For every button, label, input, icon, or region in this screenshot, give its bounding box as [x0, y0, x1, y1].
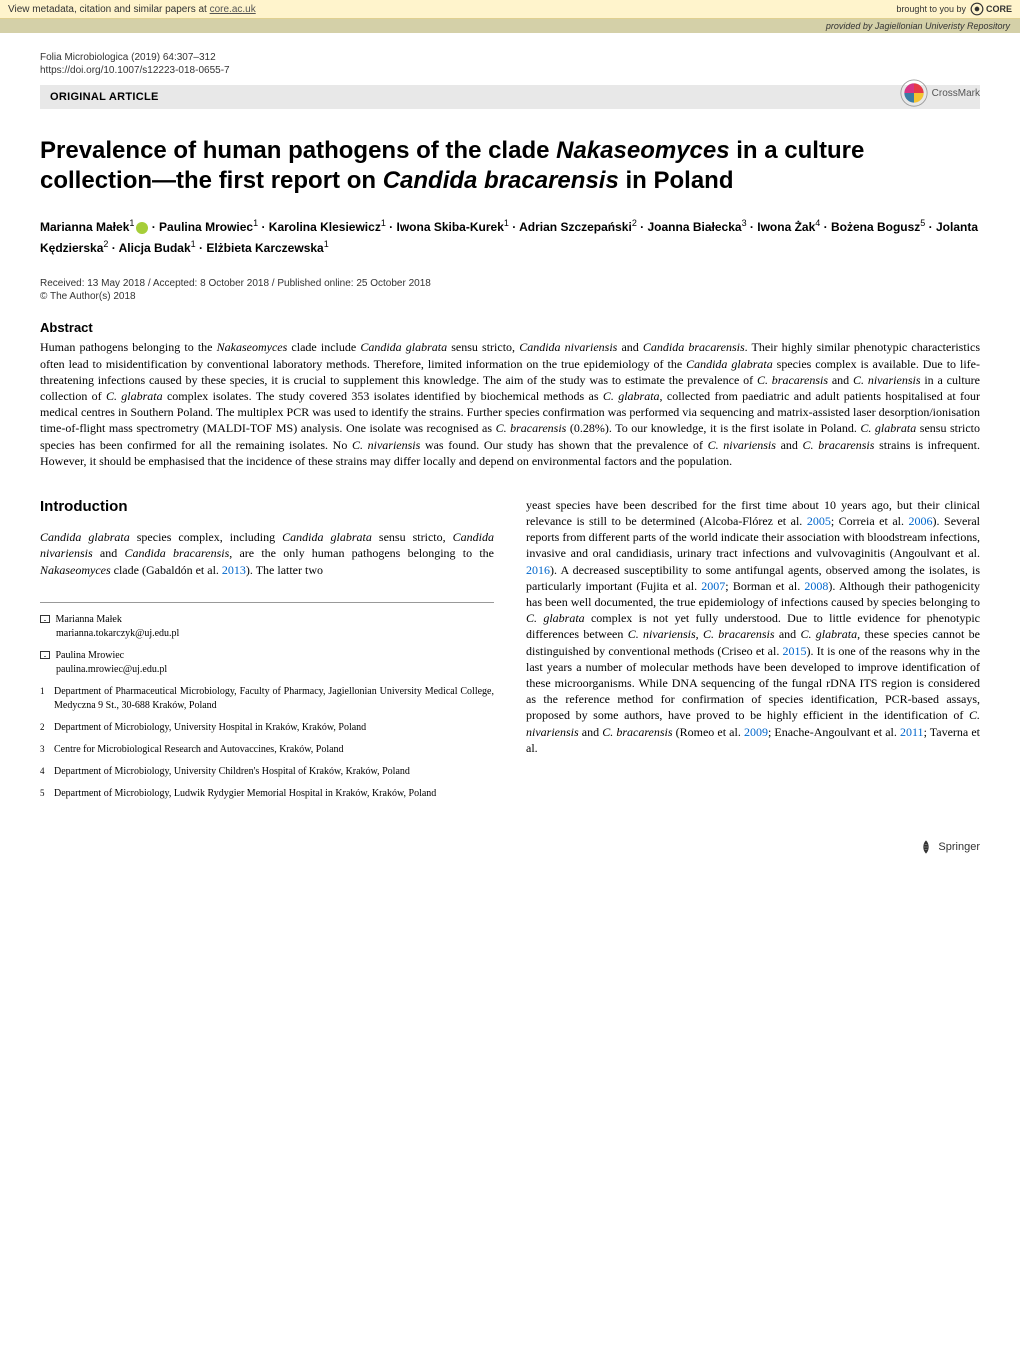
springer-text: Springer: [938, 841, 980, 853]
aff-text-4: Department of Microbiology, University C…: [54, 766, 410, 777]
corr-name-1: Paulina Mrowiec: [56, 650, 125, 661]
article-type: ORIGINAL ARTICLE: [50, 91, 159, 103]
aff-num-5: 5: [40, 787, 45, 800]
abstract-text: Human pathogens belonging to the Nakaseo…: [40, 339, 980, 469]
core-banner-right: brought to you by CORE: [896, 2, 1012, 16]
pub-dates: Received: 13 May 2018 / Accepted: 8 Octo…: [40, 278, 980, 289]
page-content: Folia Microbiologica (2019) 64:307–312 h…: [0, 33, 1020, 895]
aff-text-1: Department of Pharmaceutical Microbiolog…: [54, 686, 494, 711]
intro-col2: yeast species have been described for th…: [526, 497, 980, 756]
crossmark-label: CrossMark: [932, 88, 980, 99]
core-icon: [970, 2, 984, 16]
repo-banner: provided by Jagiellonian Univeristy Repo…: [0, 19, 1020, 33]
crossmark-icon: [900, 79, 928, 107]
aff-text-3: Centre for Microbiological Research and …: [54, 744, 344, 755]
aff-num-4: 4: [40, 765, 45, 778]
intro-col1: Candida glabrata species complex, includ…: [40, 529, 494, 578]
aff-text-5: Department of Microbiology, Ludwik Rydyg…: [54, 788, 436, 799]
affiliation-1: 1 Department of Pharmaceutical Microbiol…: [40, 685, 494, 713]
mail-icon: [40, 615, 50, 623]
core-banner-text: View metadata, citation and similar pape…: [8, 4, 210, 15]
core-brought-by: brought to you by: [896, 4, 966, 14]
core-link[interactable]: core.ac.uk: [210, 4, 256, 15]
corr-email-0[interactable]: marianna.tokarczyk@uj.edu.pl: [40, 628, 179, 639]
aff-num-2: 2: [40, 721, 45, 734]
affiliation-5: 5 Department of Microbiology, Ludwik Ryd…: [40, 787, 494, 801]
mail-icon: [40, 651, 50, 659]
aff-num-3: 3: [40, 743, 45, 756]
abstract-heading: Abstract: [40, 320, 980, 335]
repo-text: provided by Jagiellonian Univeristy Repo…: [826, 21, 1010, 31]
two-column-body: Introduction Candida glabrata species co…: [40, 497, 980, 809]
corr-name-0: Marianna Małek: [56, 614, 122, 625]
introduction-heading: Introduction: [40, 497, 494, 517]
springer-footer: Springer: [40, 839, 980, 855]
core-logo[interactable]: CORE: [970, 2, 1012, 16]
correspondence-block: Marianna Małek marianna.tokarczyk@uj.edu…: [40, 602, 494, 801]
journal-info: Folia Microbiologica (2019) 64:307–312 h…: [40, 51, 980, 77]
crossmark-badge[interactable]: CrossMark: [900, 79, 980, 107]
right-column: yeast species have been described for th…: [526, 497, 980, 809]
core-banner: View metadata, citation and similar pape…: [0, 0, 1020, 19]
affiliation-3: 3 Centre for Microbiological Research an…: [40, 743, 494, 757]
corr-author-0: Marianna Małek marianna.tokarczyk@uj.edu…: [40, 613, 494, 641]
copyright: © The Author(s) 2018: [40, 291, 980, 302]
journal-citation: Folia Microbiologica (2019) 64:307–312: [40, 51, 980, 64]
corr-author-1: Paulina Mrowiec paulina.mrowiec@uj.edu.p…: [40, 649, 494, 677]
corr-email-1[interactable]: paulina.mrowiec@uj.edu.pl: [40, 664, 167, 675]
core-banner-left: View metadata, citation and similar pape…: [8, 4, 256, 15]
left-column: Introduction Candida glabrata species co…: [40, 497, 494, 809]
aff-num-1: 1: [40, 685, 45, 698]
aff-text-2: Department of Microbiology, University H…: [54, 722, 366, 733]
affiliation-4: 4 Department of Microbiology, University…: [40, 765, 494, 779]
crossmark-container: CrossMark: [40, 79, 980, 112]
core-logo-text: CORE: [986, 4, 1012, 14]
article-title: Prevalence of human pathogens of the cla…: [40, 136, 980, 196]
orcid-icon: [136, 222, 148, 234]
authors: Marianna Małek1 · Paulina Mrowiec1 · Kar…: [40, 216, 980, 258]
doi-link[interactable]: https://doi.org/10.1007/s12223-018-0655-…: [40, 64, 980, 77]
affiliation-2: 2 Department of Microbiology, University…: [40, 721, 494, 735]
springer-icon: [918, 839, 934, 855]
